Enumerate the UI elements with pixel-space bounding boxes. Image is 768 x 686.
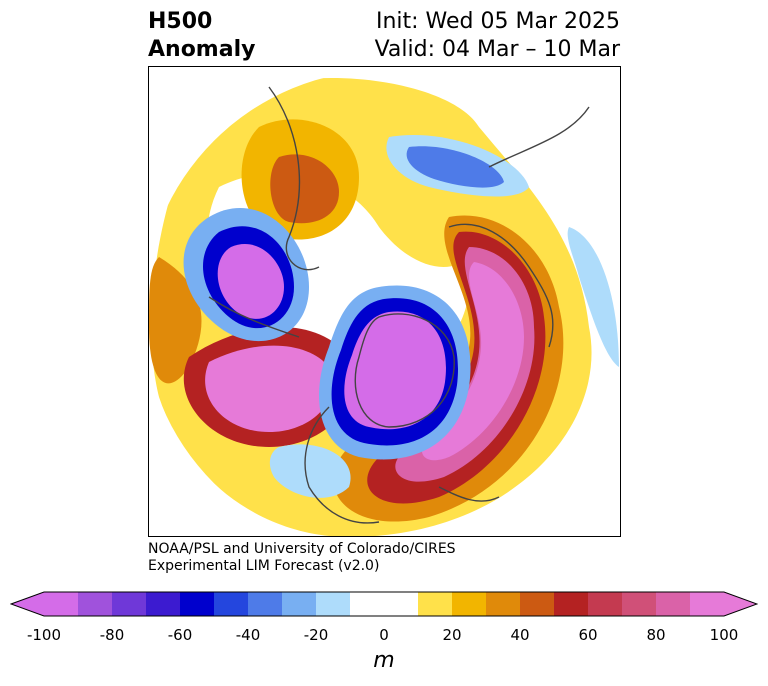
colorbar-tick-label: -20: [303, 626, 329, 644]
coastline-japan: [438, 486, 500, 502]
colorbar-segment: [418, 592, 453, 616]
colorbar-segment: [690, 592, 725, 616]
colorbar-segment: [78, 592, 113, 616]
anomaly-positive-top-core: [270, 154, 339, 224]
colorbar-unit: m: [373, 648, 395, 673]
coastline-eurasia: [268, 86, 320, 271]
colorbar-segment: [622, 592, 657, 616]
colorbar-segment: [588, 592, 623, 616]
anomaly-positive-south-pink: [205, 345, 333, 432]
anomaly-negative-south: [269, 444, 351, 498]
credit-line2: Experimental LIM Forecast (v2.0): [148, 558, 380, 574]
forecast-dates: Init: Wed 05 Mar 2025 Valid: 04 Mar – 10…: [375, 8, 620, 64]
anomaly-negative-west-core: [217, 244, 284, 319]
title-field: H500: [148, 9, 213, 34]
colorbar-segment: [520, 592, 555, 616]
anomaly-negative-north-mid: [406, 146, 504, 188]
valid-range: Valid: 04 Mar – 10 Mar: [374, 37, 620, 62]
init-date: Init: Wed 05 Mar 2025: [375, 9, 620, 34]
colorbar-tick-label: 80: [646, 626, 666, 644]
colorbar-tick-label: -60: [167, 626, 193, 644]
credit-line1: NOAA/PSL and University of Colorado/CIRE…: [148, 541, 456, 557]
colorbar-tick-label: -80: [99, 626, 125, 644]
colorbar-segment: [44, 592, 79, 616]
colorbar-tick-label: 20: [442, 626, 462, 644]
map-graphic: [149, 78, 619, 536]
colorbar-segment: [350, 592, 419, 616]
anomaly-negative-central-core: [344, 311, 446, 430]
colorbar-extend-max: [724, 592, 757, 616]
coastline-north-america: [304, 406, 380, 524]
colorbar-segment: [112, 592, 147, 616]
colorbar-segment: [214, 592, 249, 616]
anomaly-negative-east: [567, 227, 619, 367]
coastline-greenland: [354, 313, 455, 428]
colorbar-outline: [10, 591, 758, 617]
colorbar-segment: [554, 592, 589, 616]
colorbar-segment: [656, 592, 691, 616]
colorbar-segment: [146, 592, 181, 616]
anomaly-positive-west-orange: [149, 257, 202, 384]
map-title: H500 Anomaly: [148, 8, 255, 64]
colorbar-tick-label: 100: [709, 626, 739, 644]
colorbar-segment: [282, 592, 317, 616]
colorbar-tick-label: 0: [379, 626, 389, 644]
title-type: Anomaly: [148, 37, 256, 62]
anomaly-positive-max: [421, 262, 524, 461]
colorbar-tick-label: 40: [510, 626, 530, 644]
colorbar-segment: [486, 592, 521, 616]
colorbar-tick-label: -40: [235, 626, 261, 644]
colorbar-tick-label: -100: [26, 626, 62, 644]
colorbar: [10, 591, 758, 617]
colorbar-segment: [316, 592, 351, 616]
credit-text: NOAA/PSL and University of Colorado/CIRE…: [148, 541, 456, 575]
colorbar-segment: [452, 592, 487, 616]
colorbar-segment: [248, 592, 283, 616]
coastlines: [208, 86, 590, 524]
coastline-pacific: [208, 296, 300, 338]
colorbar-extend-min: [11, 592, 44, 616]
coastline-arctic: [488, 106, 590, 168]
colorbar-ticks: -100 -80 -60 -40 -20 0 20 40 60 80 100: [0, 626, 768, 646]
colorbar-segment: [180, 592, 215, 616]
colorbar-tick-label: 60: [578, 626, 598, 644]
anomaly-map: [148, 66, 621, 537]
coastline-asia: [448, 223, 554, 348]
